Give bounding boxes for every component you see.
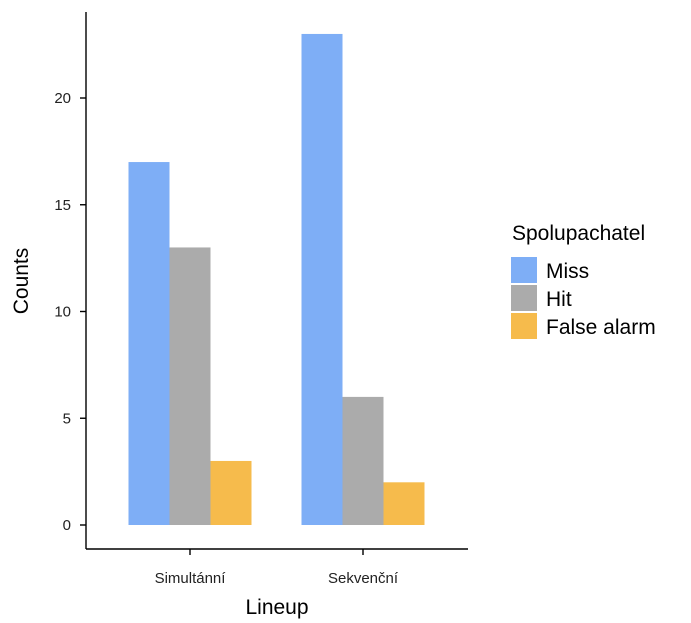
x-ticks: Simultánní Sekvenční (155, 549, 399, 587)
legend: Spolupachatel Miss Hit False alarm (511, 222, 656, 339)
y-tick-label: 5 (63, 410, 71, 427)
y-tick-label: 0 (63, 517, 71, 534)
legend-swatch-hit (511, 285, 537, 311)
axes-layer (85, 12, 468, 550)
x-axis-title: Lineup (245, 596, 308, 619)
bar-miss-2 (301, 33, 343, 525)
y-tick-label: 20 (54, 90, 71, 107)
bar-false-alarm-2 (383, 482, 425, 525)
y-tick-label: 10 (54, 304, 71, 321)
bar-false-alarm-1 (210, 460, 252, 525)
legend-title: Spolupachatel (512, 222, 645, 245)
y-axis-title: Counts (10, 248, 33, 315)
legend-swatch-false-alarm (511, 313, 537, 339)
x-tick-label: Simultánní (155, 570, 227, 587)
y-tick-label: 15 (54, 197, 71, 214)
legend-label-false-alarm: False alarm (546, 316, 656, 339)
legend-swatch-miss (511, 257, 537, 283)
legend-label-hit: Hit (546, 288, 572, 311)
legend-label-miss: Miss (546, 260, 589, 283)
bars-layer (128, 33, 425, 526)
bar-hit-2 (342, 396, 384, 525)
legend-items: Miss Hit False alarm (511, 257, 656, 339)
y-ticks: 0 5 10 15 20 (54, 90, 86, 534)
bar-hit-1 (169, 247, 211, 525)
x-tick-label: Sekvenční (328, 570, 399, 587)
bar-miss-1 (128, 162, 170, 526)
